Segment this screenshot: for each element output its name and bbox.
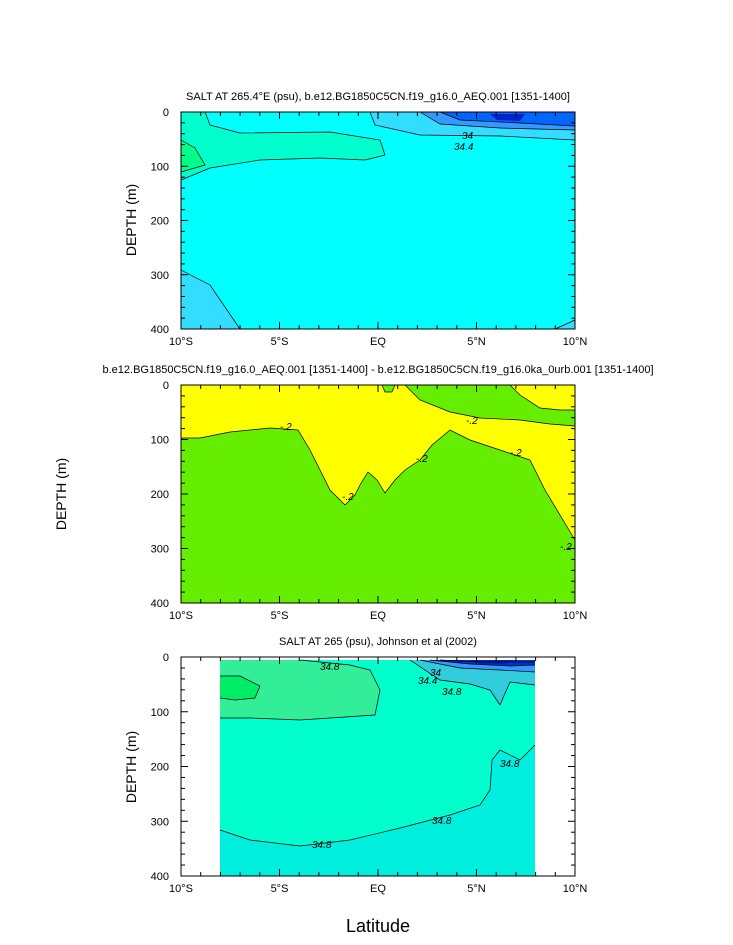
- contour-label: 34: [430, 668, 442, 679]
- contour-label: -.2: [280, 422, 292, 433]
- panel-bottom: SALT AT 265 (psu), Johnson et al (2002) …: [123, 636, 587, 936]
- x-tick-label: 10°N: [563, 610, 588, 622]
- y-tick-label: 300: [151, 544, 169, 556]
- contour-lines-3: [219, 659, 536, 847]
- contour-lines-2: [181, 384, 576, 541]
- x-tick-label: 5°S: [271, 883, 289, 895]
- contour-label: 34.4: [418, 676, 438, 687]
- y-tick-label: 0: [163, 652, 169, 664]
- x-tick-label: 10°N: [563, 336, 588, 348]
- contour-label: -.2: [416, 454, 428, 465]
- x-tick-label: 5°N: [467, 883, 486, 895]
- contour-label: 34.8: [500, 759, 520, 770]
- y-axis-label-1: DEPTH (m): [123, 184, 139, 256]
- y-tick-label: 100: [151, 707, 169, 719]
- y-tick-label: 0: [163, 107, 169, 119]
- contour-label: 34.8: [432, 816, 452, 827]
- x-tick-label: 10°S: [169, 883, 193, 895]
- contour-label: -.2: [510, 448, 522, 459]
- contour-label: 34.8: [442, 687, 462, 698]
- x-tick-label: 5°N: [467, 610, 486, 622]
- chart-title-1: SALT AT 265.4°E (psu), b.e12.BG1850C5CN.…: [186, 91, 570, 103]
- x-axis-label: Latitude: [346, 916, 410, 936]
- x-tick-label: 10°S: [169, 336, 193, 348]
- contour-labels-2: -.2 -.2 -.2 -.2 -.2 -.2: [280, 416, 572, 553]
- contour-fill-3: [220, 660, 535, 876]
- x-tick-label: EQ: [370, 883, 386, 895]
- y-tick-label: 300: [151, 270, 169, 282]
- y-tick-label: 200: [151, 489, 169, 501]
- y-tick-label: 200: [151, 762, 169, 774]
- x-tick-label: EQ: [370, 336, 386, 348]
- panel-middle: b.e12.BG1850C5CN.f19_g16.0_AEQ.001 [1351…: [53, 364, 654, 622]
- y-axis-label-3: DEPTH (m): [123, 731, 139, 803]
- x-tick-label: 10°S: [169, 610, 193, 622]
- x-tick-label: EQ: [370, 610, 386, 622]
- panel-top: SALT AT 265.4°E (psu), b.e12.BG1850C5CN.…: [123, 91, 587, 348]
- contour-label: 34.4: [454, 142, 474, 153]
- x-tick-label: 5°S: [271, 610, 289, 622]
- contour-label: 34: [462, 131, 474, 142]
- contour-label: -.2: [342, 492, 354, 503]
- contour-labels-1: 34 34.4: [454, 131, 474, 153]
- y-tick-label: 100: [151, 435, 169, 447]
- y-tick-label: 100: [151, 161, 169, 173]
- contour-label: -.2: [560, 542, 572, 553]
- contour-fill-1: [181, 112, 575, 329]
- y-tick-label: 400: [151, 871, 169, 883]
- contour-label: 34.8: [312, 840, 332, 851]
- y-tick-label: 400: [151, 598, 169, 610]
- y-tick-label: 300: [151, 816, 169, 828]
- contour-fill-2: [181, 385, 575, 603]
- x-tick-label: 5°N: [467, 336, 486, 348]
- chart-title-2: b.e12.BG1850C5CN.f19_g16.0_AEQ.001 [1351…: [102, 364, 653, 376]
- y-tick-label: 400: [151, 324, 169, 336]
- contour-lines-1: [180, 111, 576, 330]
- chart-title-3: SALT AT 265 (psu), Johnson et al (2002): [279, 636, 477, 648]
- y-tick-label: 200: [151, 216, 169, 228]
- contour-label: 34.8: [320, 662, 340, 673]
- x-tick-label: 10°N: [563, 883, 588, 895]
- x-tick-label: 5°S: [271, 336, 289, 348]
- y-axis-label-2: DEPTH (m): [53, 458, 69, 530]
- contour-labels-3: 34.8 34 34.4 34.8 34.8 34.8 34.8: [312, 662, 520, 851]
- y-tick-label: 0: [163, 380, 169, 392]
- contour-label: -.2: [466, 416, 478, 427]
